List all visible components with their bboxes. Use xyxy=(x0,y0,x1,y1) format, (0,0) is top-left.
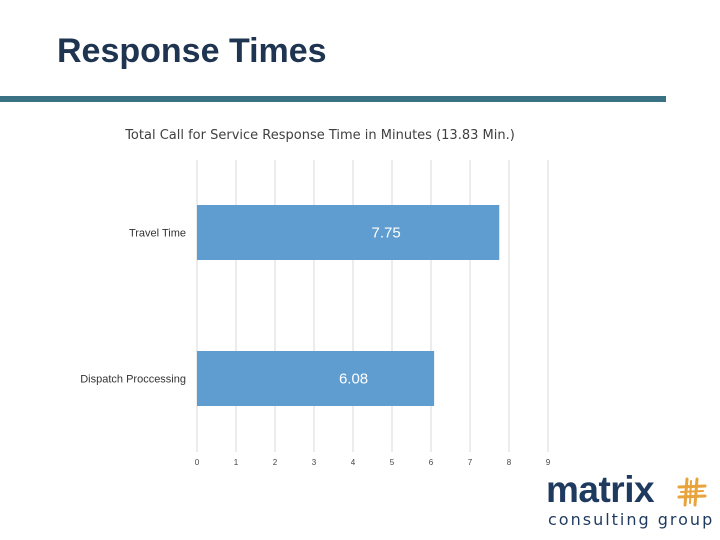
x-tick-label-8: 8 xyxy=(507,458,512,467)
data-label-1: 6.08 xyxy=(339,371,368,388)
bars xyxy=(197,205,500,406)
matrix-logo: matrix consulting group xyxy=(546,470,716,532)
x-tick-label-0: 0 xyxy=(195,458,200,467)
category-label-1: Dispatch Proccessing xyxy=(80,374,186,386)
x-tick-label-6: 6 xyxy=(429,458,434,467)
x-tick-label-4: 4 xyxy=(351,458,356,467)
data-label-0: 7.75 xyxy=(372,225,401,242)
chart-title: Total Call for Service Response Time in … xyxy=(125,128,515,143)
grid-lines xyxy=(196,160,549,452)
logo-tagline: consulting group xyxy=(548,510,715,529)
logo-wordmark: matrix xyxy=(546,469,655,510)
x-tick-label-1: 1 xyxy=(234,458,239,467)
hash-grid-icon xyxy=(677,477,707,507)
x-tick-label-3: 3 xyxy=(312,458,317,467)
bar-0 xyxy=(197,205,500,260)
x-tick-label-5: 5 xyxy=(390,458,395,467)
category-label-0: Travel Time xyxy=(129,228,186,240)
title-divider xyxy=(0,96,666,102)
x-tick-label-9: 9 xyxy=(546,458,551,467)
x-tick-label-7: 7 xyxy=(468,458,473,467)
labels: 0 1 2 3 4 5 6 7 8 9 Travel Time 7.75 Dispatch Procce… xyxy=(80,225,551,468)
x-tick-label-2: 2 xyxy=(273,458,278,467)
bar-1 xyxy=(197,351,435,406)
slide-title: Response Times xyxy=(57,32,327,70)
